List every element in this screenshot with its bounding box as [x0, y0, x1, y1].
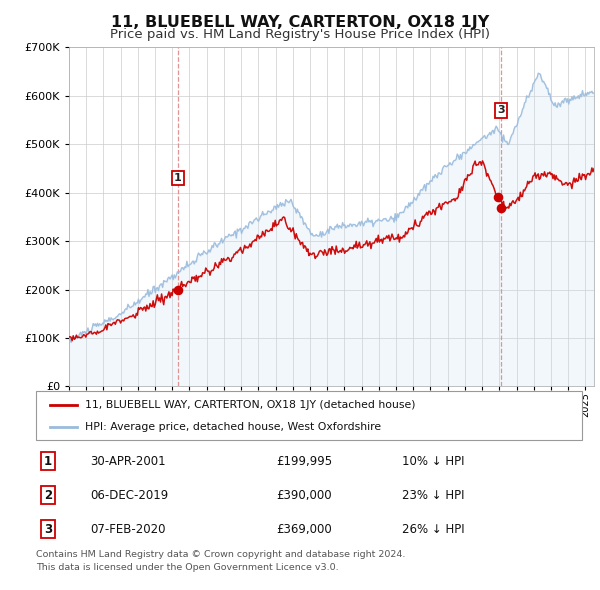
Text: 1: 1: [174, 173, 182, 183]
Text: 23% ↓ HPI: 23% ↓ HPI: [402, 489, 464, 502]
Point: [173, 285, 183, 294]
Text: £199,995: £199,995: [276, 454, 332, 468]
Text: 11, BLUEBELL WAY, CARTERTON, OX18 1JY (detached house): 11, BLUEBELL WAY, CARTERTON, OX18 1JY (d…: [85, 399, 416, 409]
Point: [493, 193, 503, 202]
Text: 30-APR-2001: 30-APR-2001: [91, 454, 166, 468]
Text: HPI: Average price, detached house, West Oxfordshire: HPI: Average price, detached house, West…: [85, 422, 381, 432]
Text: £369,000: £369,000: [276, 523, 332, 536]
Text: 11, BLUEBELL WAY, CARTERTON, OX18 1JY: 11, BLUEBELL WAY, CARTERTON, OX18 1JY: [111, 15, 489, 30]
Text: 1: 1: [44, 454, 52, 468]
Text: 26% ↓ HPI: 26% ↓ HPI: [402, 523, 464, 536]
Text: 3: 3: [44, 523, 52, 536]
Text: 10% ↓ HPI: 10% ↓ HPI: [402, 454, 464, 468]
Text: 2: 2: [44, 489, 52, 502]
Text: 06-DEC-2019: 06-DEC-2019: [91, 489, 169, 502]
Point: [496, 203, 506, 212]
Text: Contains HM Land Registry data © Crown copyright and database right 2024.: Contains HM Land Registry data © Crown c…: [36, 550, 406, 559]
Text: 07-FEB-2020: 07-FEB-2020: [91, 523, 166, 536]
Text: £390,000: £390,000: [276, 489, 332, 502]
Text: This data is licensed under the Open Government Licence v3.0.: This data is licensed under the Open Gov…: [36, 563, 338, 572]
Text: 3: 3: [497, 105, 505, 115]
Text: Price paid vs. HM Land Registry's House Price Index (HPI): Price paid vs. HM Land Registry's House …: [110, 28, 490, 41]
